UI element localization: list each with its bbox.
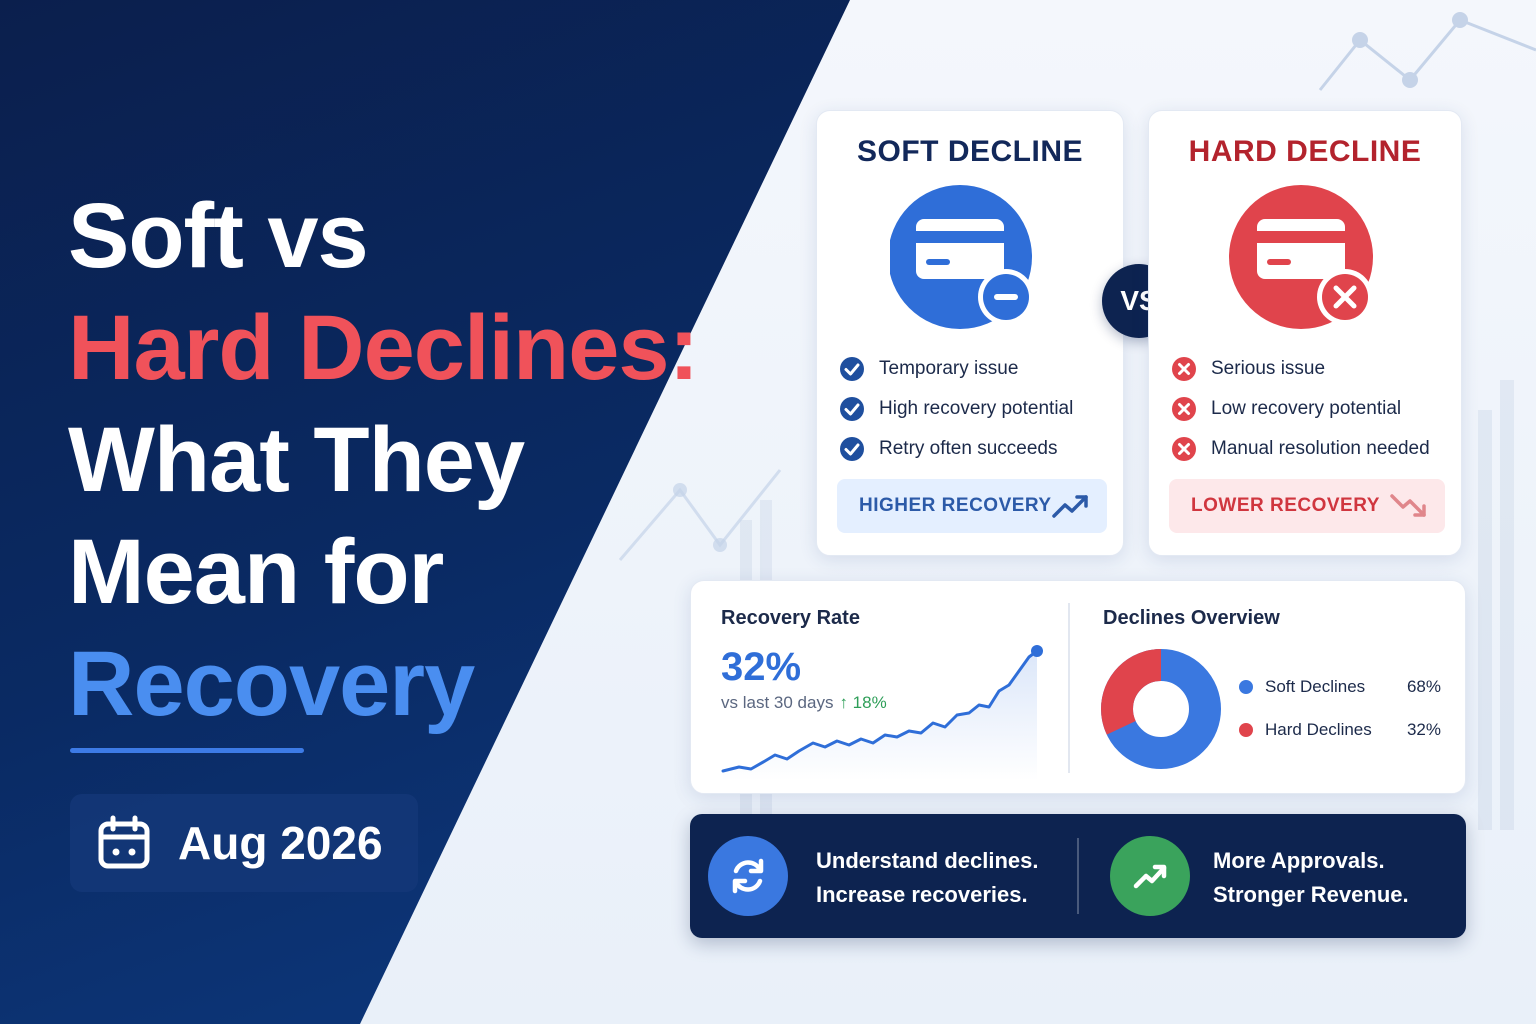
lower-recovery-label: LOWER RECOVERY xyxy=(1191,495,1380,516)
x-circle-icon xyxy=(1172,357,1196,381)
recovery-rate-sparkline xyxy=(721,645,1043,781)
headline-line-3: What They xyxy=(68,409,525,511)
list-item: Manual resolution needed xyxy=(1171,429,1430,469)
recovery-rate-comparison: vs last 30 days ↑ 18% xyxy=(721,693,887,713)
trend-up-icon xyxy=(1133,864,1167,889)
legend-dot-hard xyxy=(1239,723,1253,737)
headline-line-5: Recovery xyxy=(68,633,475,735)
bottom-banner: Understand declines. Increase recoveries… xyxy=(690,814,1466,938)
headline: Soft vs Hard Declines: What They Mean fo… xyxy=(68,180,699,740)
headline-line-4: Mean for xyxy=(68,521,444,623)
soft-decline-card: SOFT DECLINE Temporary issue High recove… xyxy=(816,110,1124,556)
declines-donut-chart xyxy=(1101,649,1221,769)
stats-divider xyxy=(1068,603,1070,773)
soft-feature-1: Temporary issue xyxy=(879,358,1019,379)
refresh-icon-circle xyxy=(708,836,788,916)
donut-slice-hard xyxy=(1101,649,1221,769)
credit-card-minus-icon xyxy=(890,185,1034,329)
check-circle-icon xyxy=(840,437,864,461)
legend-dot-soft xyxy=(1239,680,1253,694)
recovery-rate-change: ↑ 18% xyxy=(839,693,887,712)
check-circle-icon xyxy=(840,357,864,381)
headline-underline xyxy=(70,748,304,753)
trend-up-icon xyxy=(1052,495,1088,518)
higher-recovery-badge: HIGHER RECOVERY xyxy=(837,479,1107,533)
soft-feature-3: Retry often succeeds xyxy=(879,438,1058,459)
legend-soft-pct: 68% xyxy=(1406,677,1441,696)
recovery-rate-title: Recovery Rate xyxy=(721,607,860,629)
banner-right-line-1: More Approvals. xyxy=(1213,848,1385,873)
list-item: Retry often succeeds xyxy=(839,429,1073,469)
banner-right-text: More Approvals. Stronger Revenue. xyxy=(1213,844,1409,912)
declines-overview-title: Declines Overview xyxy=(1103,607,1280,629)
date-pill: Aug 2026 xyxy=(70,794,418,892)
list-item: Serious issue xyxy=(1171,349,1430,389)
legend-hard-label: Hard Declines xyxy=(1265,720,1372,739)
credit-card-x-icon xyxy=(1229,185,1373,329)
hard-feature-2: Low recovery potential xyxy=(1211,398,1402,419)
lower-recovery-badge: LOWER RECOVERY xyxy=(1169,479,1445,533)
hard-decline-card: HARD DECLINE Serious issue Low recovery … xyxy=(1148,110,1462,556)
check-circle-icon xyxy=(840,397,864,421)
x-circle-icon xyxy=(1172,437,1196,461)
legend-hard-declines: Hard Declines 32% xyxy=(1239,720,1441,740)
hard-decline-title: HARD DECLINE xyxy=(1188,135,1422,168)
soft-feature-2: High recovery potential xyxy=(879,398,1074,419)
list-item: Temporary issue xyxy=(839,349,1073,389)
soft-feature-list: Temporary issue High recovery potential … xyxy=(839,349,1073,469)
refresh-icon xyxy=(732,858,764,894)
headline-line-1: Soft vs xyxy=(68,185,369,287)
hard-feature-1: Serious issue xyxy=(1211,358,1326,379)
headline-line-2: Hard Declines: xyxy=(68,297,699,399)
recovery-rate-sub: vs last 30 days xyxy=(721,693,834,712)
banner-divider xyxy=(1077,838,1079,914)
soft-decline-title: SOFT DECLINE xyxy=(856,135,1083,168)
date-label: Aug 2026 xyxy=(178,817,383,869)
recovery-rate-value: 32% xyxy=(721,645,802,689)
list-item: Low recovery potential xyxy=(1171,389,1430,429)
x-circle-icon xyxy=(1172,397,1196,421)
list-item: High recovery potential xyxy=(839,389,1073,429)
hard-feature-3: Manual resolution needed xyxy=(1211,438,1430,459)
hard-feature-list: Serious issue Low recovery potential Man… xyxy=(1171,349,1430,469)
legend-soft-declines: Soft Declines 68% xyxy=(1239,677,1441,697)
legend-soft-label: Soft Declines xyxy=(1265,677,1366,696)
stats-panel: Recovery Rate 32% vs last 30 days ↑ 18% D… xyxy=(690,580,1466,794)
banner-right-line-2: Stronger Revenue. xyxy=(1213,882,1409,907)
banner-left-text: Understand declines. Increase recoveries… xyxy=(816,844,1039,912)
banner-left-line-2: Increase recoveries. xyxy=(816,882,1028,907)
trend-up-icon-circle xyxy=(1110,836,1190,916)
legend-hard-pct: 32% xyxy=(1406,720,1441,739)
higher-recovery-label: HIGHER RECOVERY xyxy=(859,495,1052,516)
banner-left-line-1: Understand declines. xyxy=(816,848,1039,873)
calendar-icon xyxy=(98,815,150,869)
trend-down-icon xyxy=(1390,494,1426,517)
